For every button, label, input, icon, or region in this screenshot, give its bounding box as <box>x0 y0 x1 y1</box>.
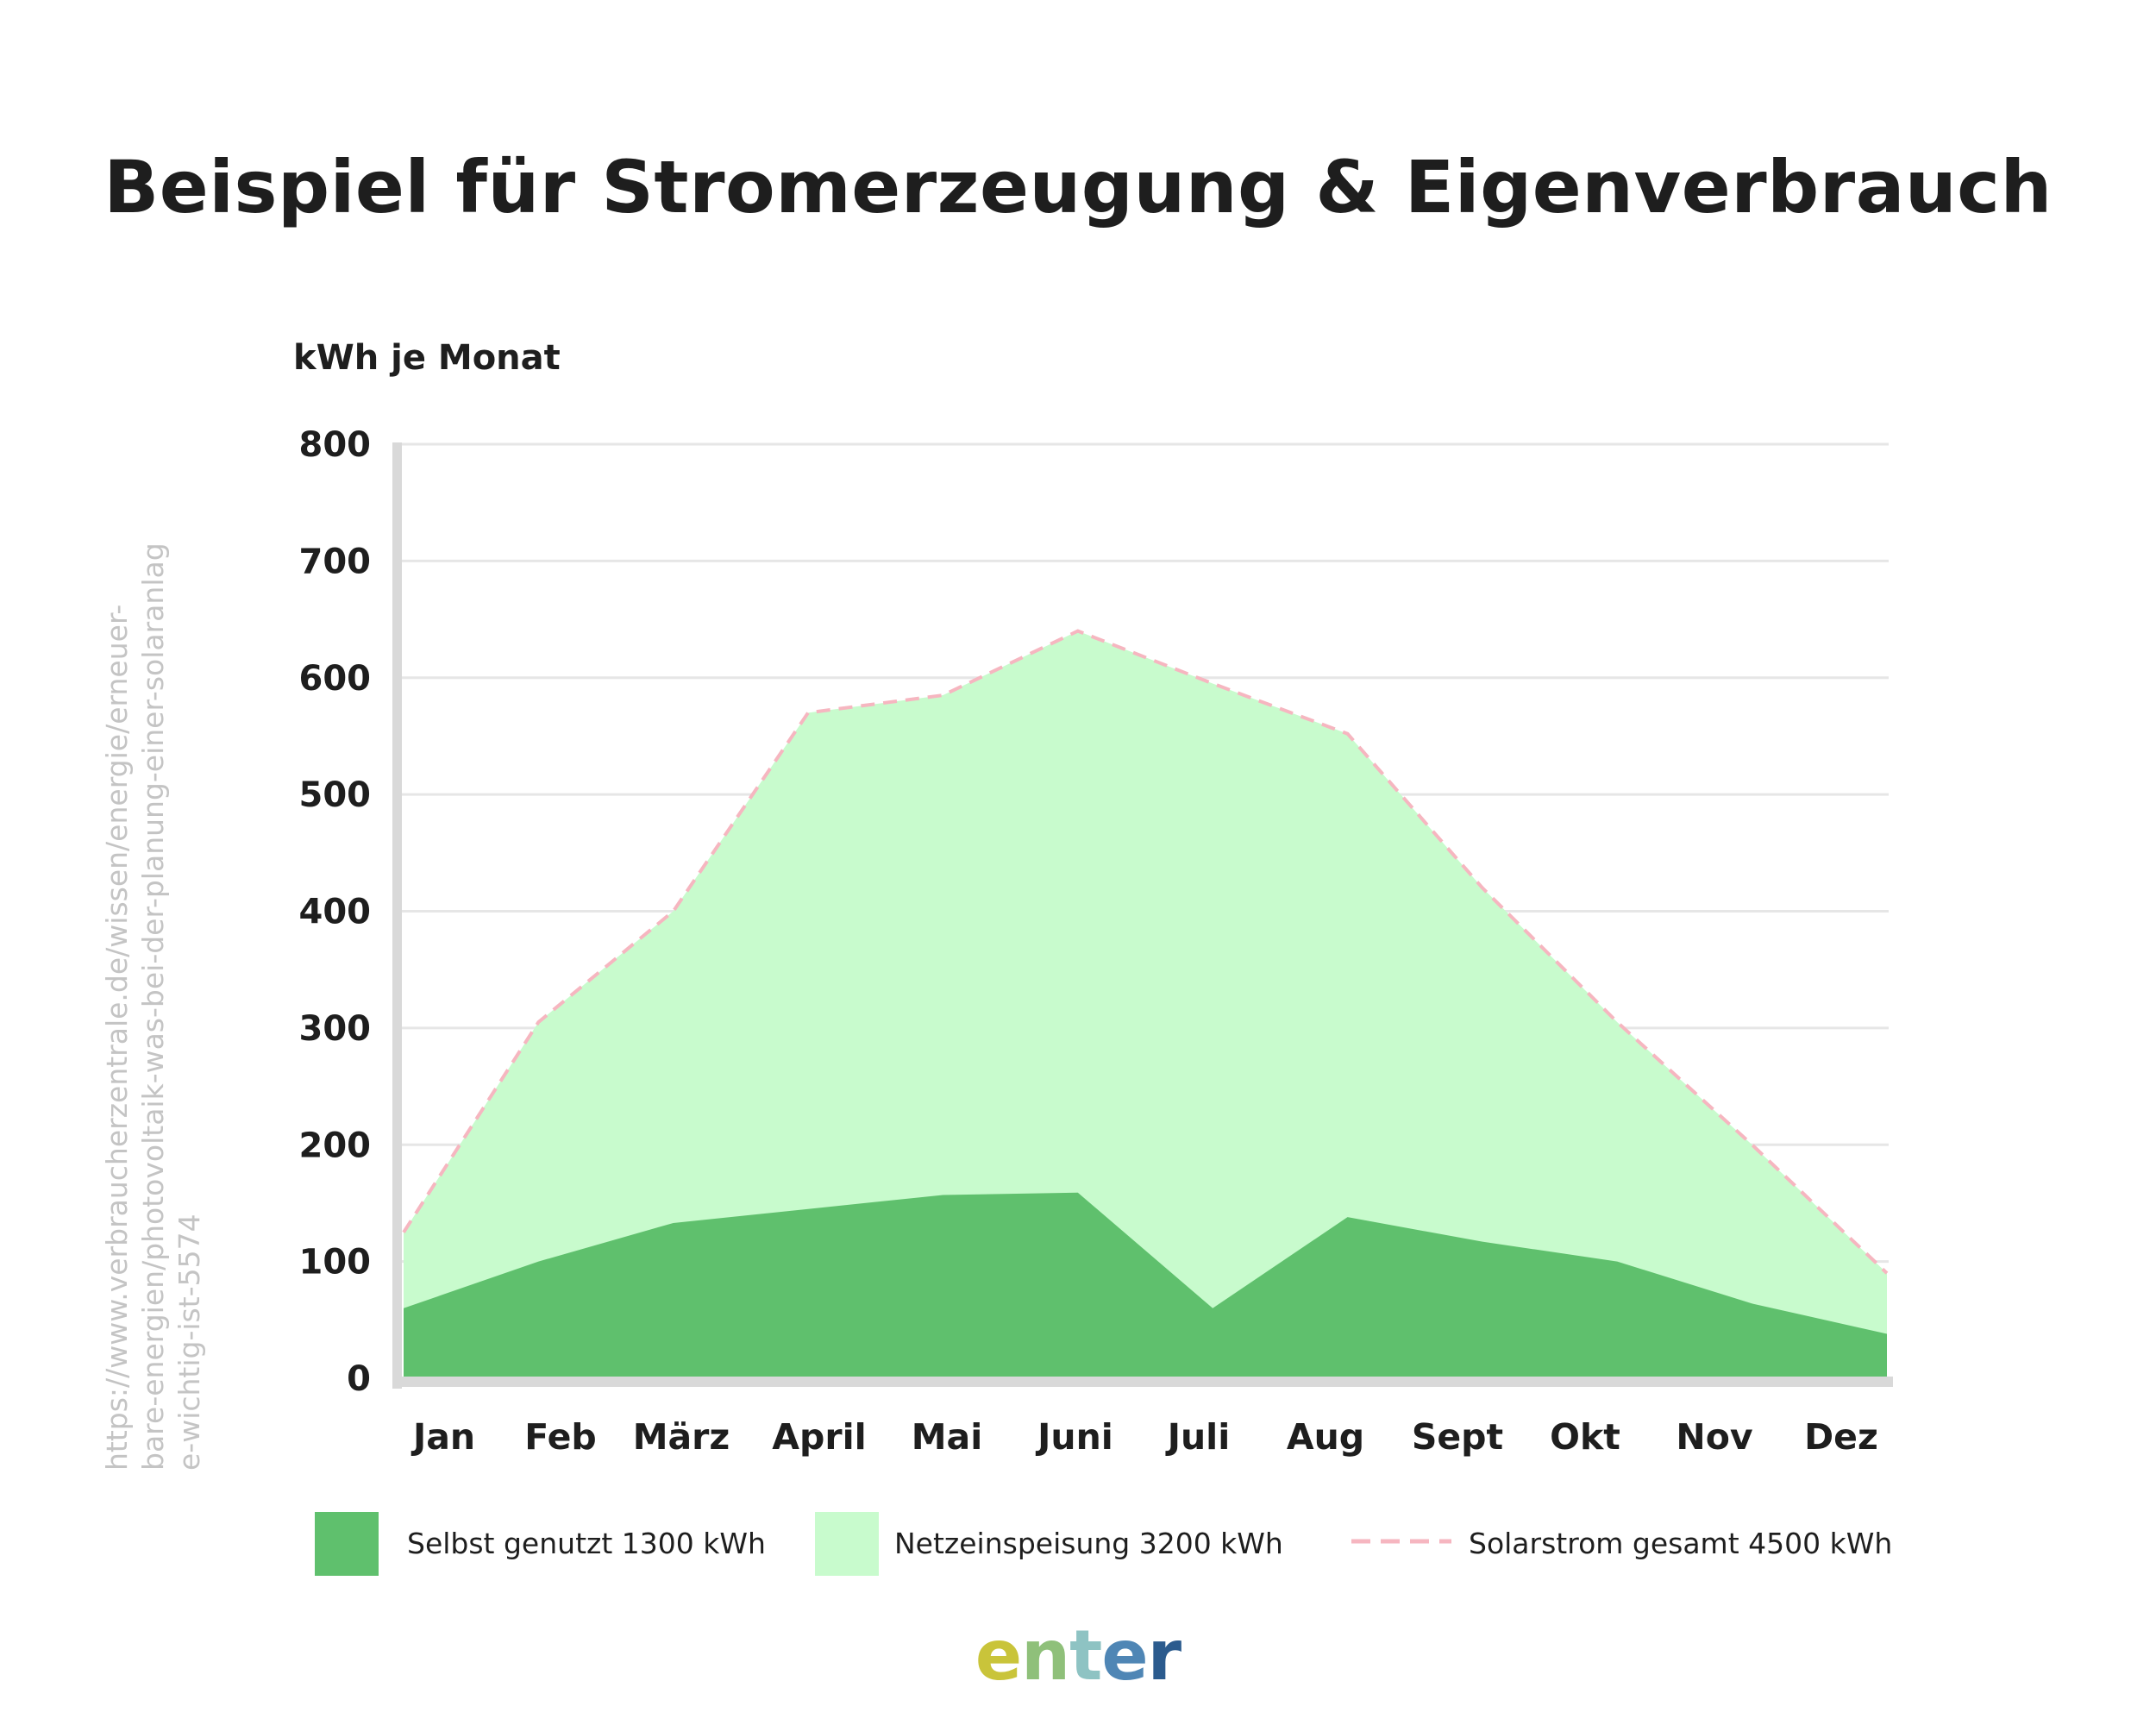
legend-label-selbst-genutzt: Selbst genutzt 1300 kWh <box>407 1527 766 1560</box>
y-axis-label: kWh je Monat <box>293 338 561 378</box>
area-netzeinspeisung <box>404 630 1887 1378</box>
x-tick-label-Aug: Aug <box>1287 1416 1364 1458</box>
x-tick-label-Sept: Sept <box>1412 1416 1503 1458</box>
legend-swatch-selbst-genutzt <box>315 1512 379 1576</box>
x-tick-label-Mai: Mai <box>912 1416 983 1458</box>
area-selbst-genutzt <box>404 1192 1887 1378</box>
x-tick-label-April: April <box>772 1416 866 1458</box>
y-tick-label-200: 200 <box>299 1126 372 1165</box>
y-tick-label-0: 0 <box>347 1359 371 1399</box>
y-tick-label-800: 800 <box>299 425 372 465</box>
legend-label-netzeinspeisung: Netzeinspeisung 3200 kWh <box>894 1527 1283 1560</box>
legend-swatch-netzeinspeisung <box>815 1512 879 1576</box>
chart-title: Beispiel für Stromerzeugung & Eigenverbr… <box>103 145 2053 229</box>
x-tick-label-Feb: Feb <box>524 1416 597 1458</box>
x-tick-label-Juli: Juli <box>1165 1416 1231 1458</box>
x-tick-label-März: März <box>633 1416 730 1458</box>
y-tick-label-700: 700 <box>299 542 372 581</box>
logo-letter: n <box>1021 1615 1070 1696</box>
enter-logo: enter <box>0 1622 2156 1690</box>
y-tick-label-100: 100 <box>299 1243 372 1283</box>
logo-letter: e <box>975 1615 1022 1696</box>
legend-label-solarstrom-gesamt: Solarstrom gesamt 4500 kWh <box>1469 1527 1893 1560</box>
x-tick-label-Nov: Nov <box>1676 1416 1752 1458</box>
x-axis <box>392 1377 1893 1387</box>
y-tick-label-500: 500 <box>299 775 372 815</box>
y-tick-label-300: 300 <box>299 1009 372 1049</box>
line-solarstrom-gesamt <box>402 629 1889 1275</box>
y-axis <box>392 442 402 1389</box>
logo-letter: t <box>1069 1615 1102 1696</box>
logo-letter: r <box>1147 1615 1181 1696</box>
x-tick-label-Dez: Dez <box>1804 1416 1878 1458</box>
x-tick-label-Okt: Okt <box>1550 1416 1620 1458</box>
logo-letter: e <box>1101 1615 1148 1696</box>
y-tick-label-600: 600 <box>299 659 372 699</box>
x-tick-label-Jan: Jan <box>411 1416 475 1458</box>
x-tick-label-Juni: Juni <box>1035 1416 1113 1458</box>
y-tick-label-400: 400 <box>299 893 372 932</box>
legend-line-solarstrom-gesamt <box>1351 1539 1451 1544</box>
